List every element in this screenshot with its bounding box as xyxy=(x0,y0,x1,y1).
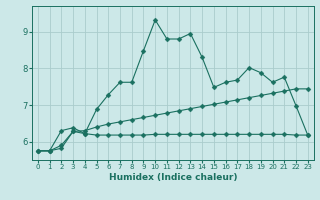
X-axis label: Humidex (Indice chaleur): Humidex (Indice chaleur) xyxy=(108,173,237,182)
